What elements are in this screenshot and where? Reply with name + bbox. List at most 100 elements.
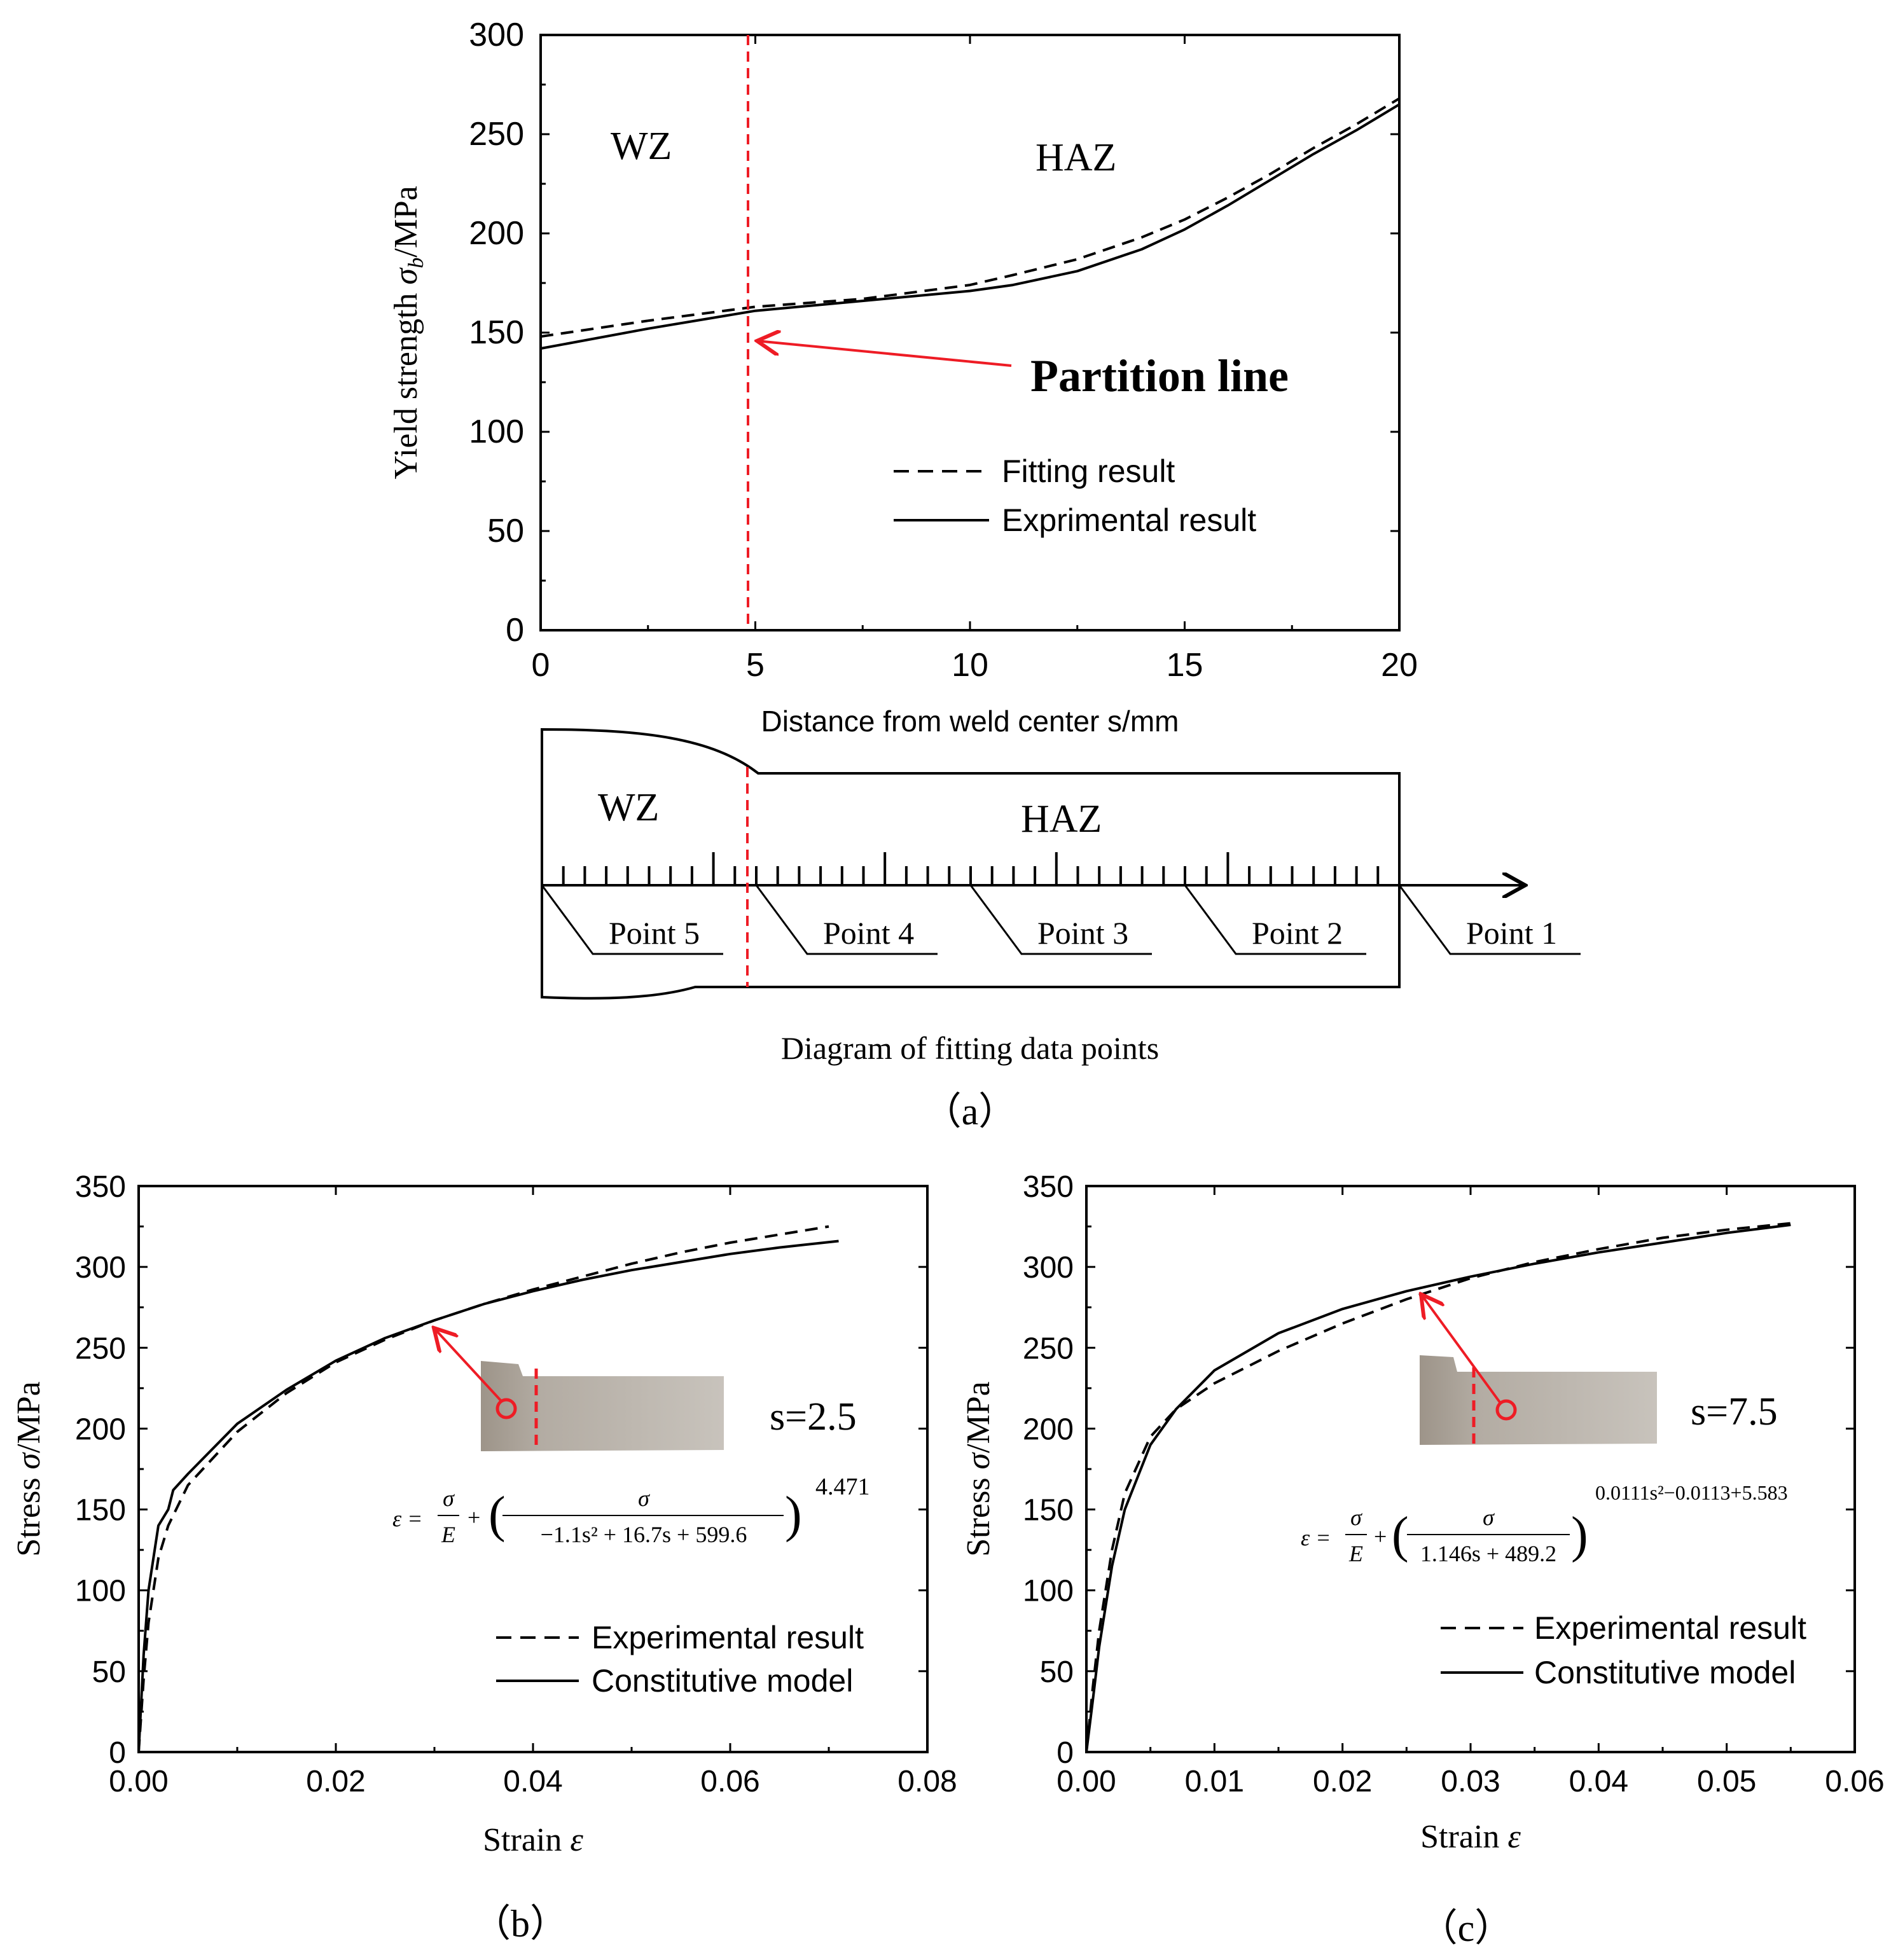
svg-text:): ) [1571, 1507, 1588, 1563]
svg-text:+: + [1374, 1524, 1387, 1549]
y-tick-label: 200 [75, 1412, 126, 1446]
svg-text:(: ( [1392, 1507, 1409, 1563]
svg-text:−1.1s² + 16.7s + 599.6: −1.1s² + 16.7s + 599.6 [541, 1522, 747, 1547]
y-tick-label: 0 [109, 1736, 126, 1770]
svg-text:σ: σ [1350, 1505, 1362, 1530]
legend-fitting-result: Fitting result [1002, 453, 1175, 489]
panel-b-y-axis-label: Stress σ/MPa [11, 1381, 47, 1557]
y-tick-label: 150 [469, 314, 524, 351]
y-tick-label: 0 [506, 612, 524, 649]
svg-text:4.471: 4.471 [815, 1473, 870, 1500]
x-tick-label: 0.01 [1185, 1765, 1244, 1798]
svg-text:σ: σ [638, 1486, 650, 1511]
panel-label-a: （a） [924, 1091, 1017, 1133]
diagram-point-label: Point 5 [609, 915, 700, 951]
measurement-arrow [1421, 1294, 1501, 1404]
series-constitutive-model [137, 1239, 839, 1753]
svg-text:σ: σ [443, 1486, 455, 1511]
svg-text:): ) [785, 1487, 802, 1543]
diagram-point-label: Point 3 [1037, 915, 1128, 951]
panel-label-b: （b） [473, 1903, 568, 1945]
panel-c-legend: Experimental result Constitutive model [1441, 1610, 1806, 1690]
y-tick-label: 250 [1023, 1332, 1074, 1365]
panel-c-x-axis-label: Strain ε [1420, 1819, 1521, 1855]
y-tick-label: 0 [1056, 1736, 1074, 1770]
point-leader-line [1398, 885, 1581, 955]
measurement-arrow [434, 1328, 502, 1402]
legend-constitutive-model: Constitutive model [592, 1663, 853, 1699]
measurement-point-marker [495, 1398, 517, 1419]
specimen-outline [541, 728, 1401, 1000]
diagram-title: Diagram of fitting data points [781, 1030, 1159, 1066]
panel-c-s-annotation: s=7.5 [1691, 1390, 1778, 1433]
x-tick-label: 0.00 [1056, 1765, 1116, 1798]
specimen-photo [1420, 1355, 1657, 1445]
panel-b-specimen-photo [434, 1328, 724, 1451]
haz-region-label: HAZ [1036, 136, 1116, 179]
x-tick-label: 0.04 [503, 1765, 562, 1798]
y-tick-label: 50 [487, 513, 524, 549]
wz-region-label: WZ [611, 125, 672, 168]
legend-experimental-result: Experimental result [592, 1620, 864, 1655]
y-tick-label: 300 [469, 17, 524, 53]
panel-c-specimen-photo [1420, 1294, 1657, 1445]
x-tick-label: 0.06 [1825, 1765, 1884, 1798]
panel-b-chart: 0.00 0.02 0.04 0.06 0.08 0 50 100 150 200 250 300 35… [11, 1170, 957, 1858]
y-tick-label: 50 [1040, 1655, 1074, 1689]
measurement-point-marker [1495, 1399, 1517, 1421]
x-tick-label: 0.05 [1697, 1765, 1756, 1798]
panel-b-legend: Experimental result Constitutive model [496, 1620, 864, 1699]
x-tick-label: 0.00 [109, 1765, 168, 1798]
panel-b-x-axis-label: Strain ε [483, 1822, 583, 1858]
point-leader-line [1184, 885, 1366, 955]
legend-constitutive-model: Constitutive model [1534, 1655, 1796, 1690]
series-exprimental-result [540, 103, 1401, 350]
svg-text:+: + [468, 1505, 480, 1530]
y-tick-label: 200 [469, 215, 524, 252]
y-tick-label: 350 [1023, 1170, 1074, 1204]
diagram-point-label: Point 4 [823, 915, 914, 951]
svg-text:ε =: ε = [1301, 1525, 1331, 1550]
x-tick-label: 5 [746, 647, 765, 684]
partition-label: Partition line [1030, 350, 1289, 401]
series-fitting-result [540, 97, 1401, 338]
series-constitutive-model [1085, 1224, 1791, 1753]
panel-c-y-axis-label: Stress σ/MPa [960, 1381, 997, 1557]
svg-text:0.0111s²−0.0113+5.583: 0.0111s²−0.0113+5.583 [1595, 1481, 1788, 1504]
y-tick-label: 250 [469, 116, 524, 153]
point-leader-line [969, 885, 1152, 955]
x-tick-label: 0 [532, 647, 550, 684]
panel-c-formula: ε = σ E + ( σ 1.146s + 489.2 ) 0.0111s²−… [1301, 1481, 1788, 1566]
x-tick-label: 15 [1167, 647, 1203, 684]
x-tick-label: 10 [952, 647, 988, 684]
y-tick-label: 150 [75, 1494, 126, 1528]
diagram-wz-label: WZ [598, 786, 659, 829]
series-experimental-result [137, 1225, 829, 1753]
specimen-photo [481, 1361, 724, 1451]
partition-arrow [757, 341, 1012, 367]
svg-text:E: E [1348, 1541, 1363, 1566]
y-tick-label: 300 [1023, 1251, 1074, 1285]
panel-c-chart: 0.00 0.01 0.02 0.03 0.04 0.05 0.06 0 50 100 150 200… [960, 1170, 1885, 1855]
panel-a-legend: Fitting result Exprimental result [894, 453, 1256, 538]
panel-b-s-annotation: s=2.5 [770, 1395, 857, 1439]
y-tick-label: 50 [92, 1655, 126, 1689]
x-tick-label: 0.08 [897, 1765, 957, 1798]
svg-text:σ: σ [1483, 1505, 1495, 1530]
x-tick-label: 0.02 [306, 1765, 365, 1798]
point-leader-line [755, 885, 938, 955]
series-experimental-result [1085, 1222, 1791, 1753]
y-tick-label: 100 [1023, 1575, 1074, 1608]
legend-experimental-result: Experimental result [1534, 1610, 1806, 1646]
y-tick-label: 250 [75, 1332, 126, 1365]
point-leader-line [541, 885, 723, 955]
x-tick-label: 0.06 [700, 1765, 759, 1798]
fitting-points-diagram: Point 5 Point 4 Point 3 Point 2 Point 1 WZ H… [541, 728, 1581, 1066]
svg-text:ε =: ε = [392, 1506, 422, 1531]
y-tick-label: 300 [75, 1251, 126, 1285]
x-tick-label: 0.04 [1569, 1765, 1628, 1798]
panel-a-x-axis-label: Distance from weld center s/mm [761, 705, 1179, 738]
x-tick-label: 0.03 [1441, 1765, 1500, 1798]
